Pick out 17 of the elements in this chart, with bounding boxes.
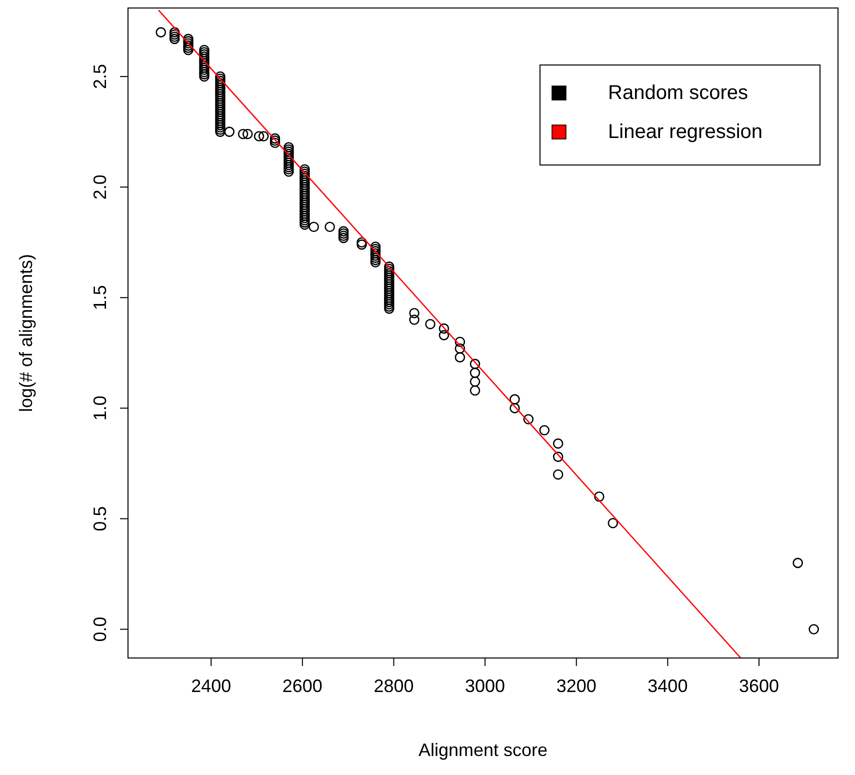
x-tick-label: 2400 <box>191 676 232 696</box>
x-tick-label: 3600 <box>738 676 780 696</box>
x-tick-label: 3400 <box>648 676 688 696</box>
y-tick-label: 0.0 <box>90 616 110 642</box>
x-tick-label: 3000 <box>465 676 506 696</box>
y-tick-label: 1.0 <box>90 396 110 421</box>
y-axis-title: log(# of alignments) <box>16 254 36 412</box>
x-axis-title: Alignment score <box>418 740 548 760</box>
x-tick-label: 2800 <box>374 676 414 696</box>
x-tick-label: 3200 <box>556 676 596 696</box>
legend-label: Random scores <box>608 82 748 104</box>
legend-label: Linear regression <box>608 121 763 143</box>
x-tick-label: 2600 <box>282 676 322 696</box>
y-tick-label: 1.5 <box>90 285 110 310</box>
y-tick-label: 0.5 <box>90 506 110 532</box>
y-tick-label: 2.5 <box>90 64 110 90</box>
y-tick-label: 2.0 <box>90 174 110 200</box>
